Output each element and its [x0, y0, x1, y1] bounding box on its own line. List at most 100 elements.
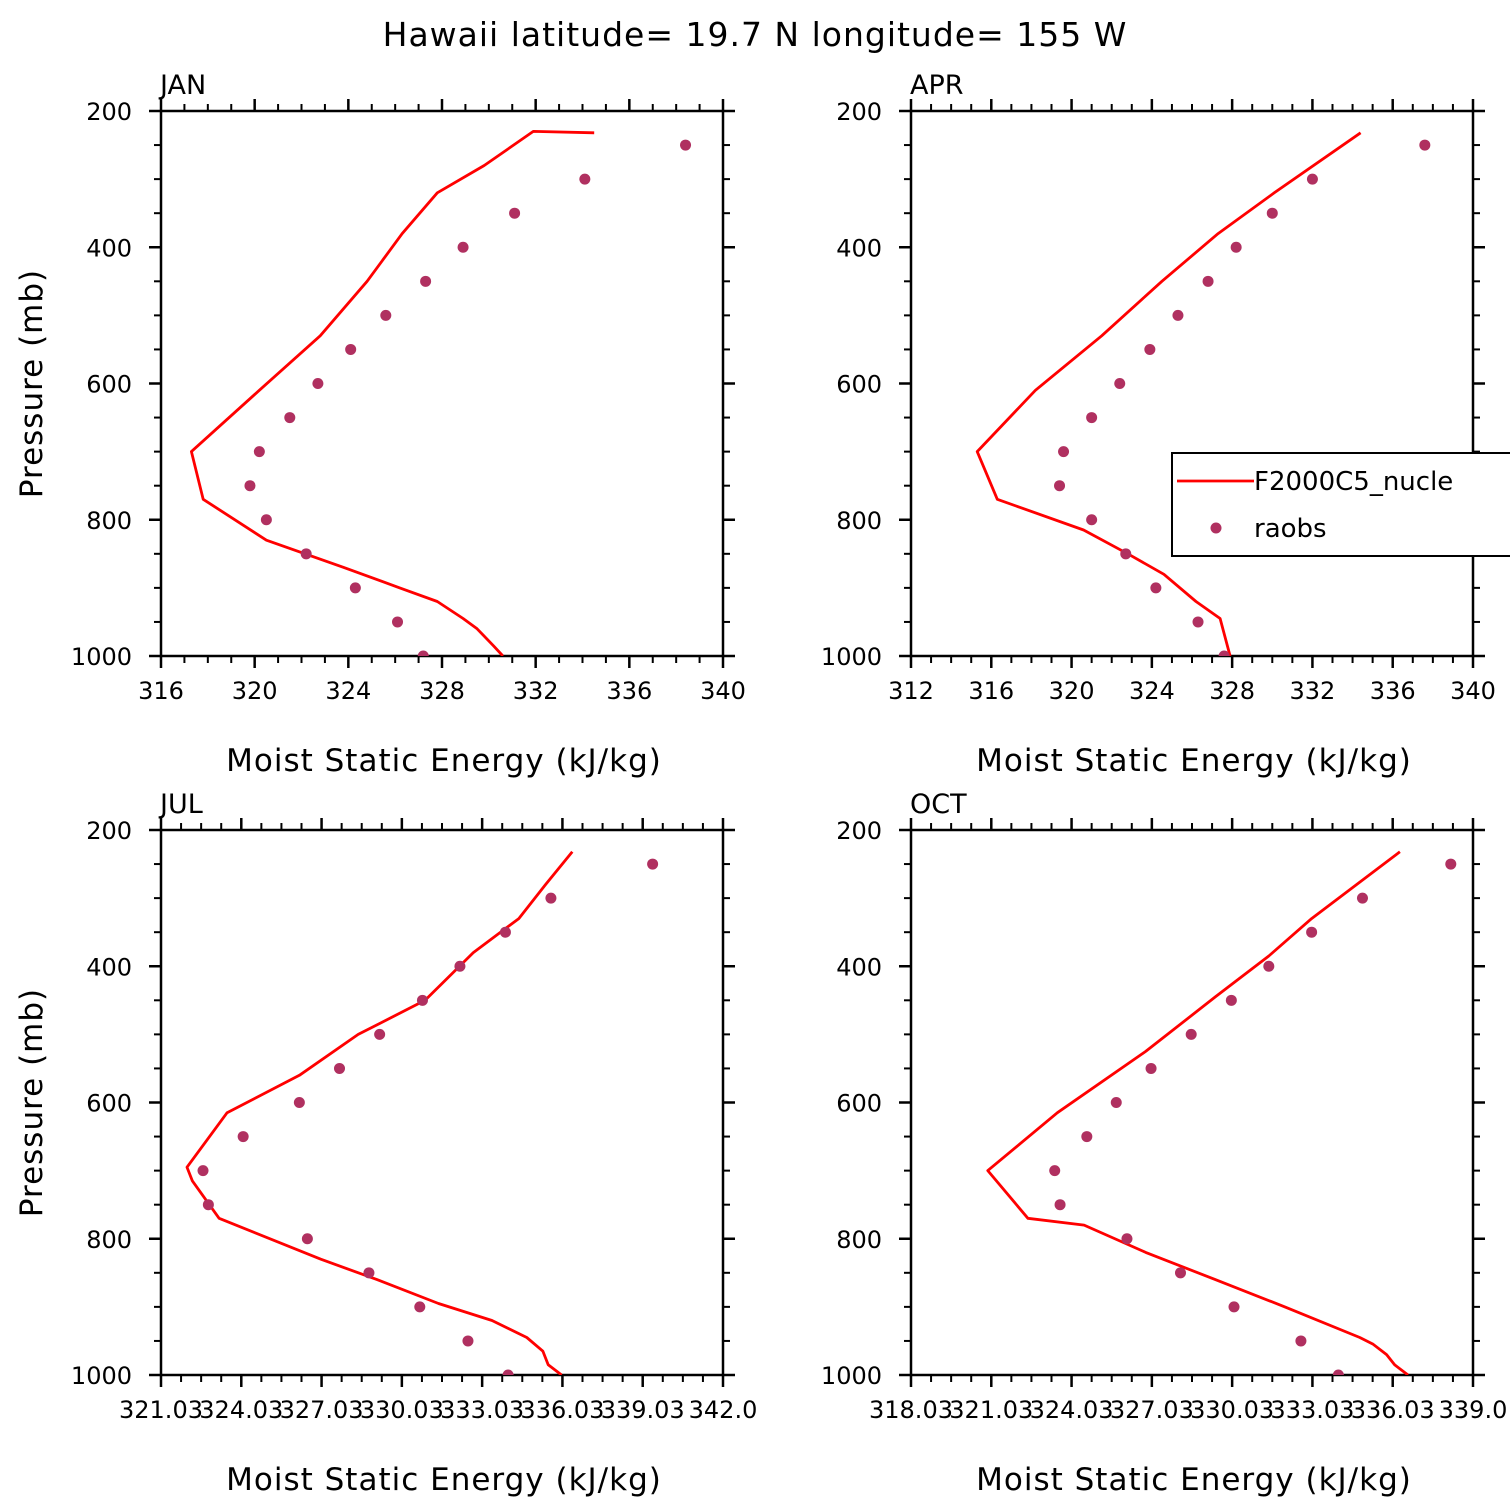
obs-point — [1332, 1369, 1344, 1375]
obs-point — [202, 1199, 214, 1211]
series-group — [975, 131, 1431, 656]
y-tick-label: 600 — [86, 1090, 132, 1118]
obs-point — [1445, 858, 1457, 870]
y-tick-label: 800 — [836, 507, 882, 535]
x-tick-label: 316 — [138, 677, 184, 705]
obs-point — [499, 926, 511, 938]
x-tick-label: 324.03 — [1030, 1396, 1114, 1424]
x-tick-label: 318.03 — [869, 1396, 953, 1424]
x-axis-label: Moist Static Energy (kJ/kg) — [976, 1462, 1412, 1498]
x-tick-label: 332 — [1290, 677, 1336, 705]
y-axis-label: Pressure (mb) — [14, 988, 50, 1217]
x-tick-label: 336.03 — [520, 1396, 604, 1424]
model-line-jul — [185, 850, 574, 1375]
legend-box — [1171, 452, 1510, 557]
obs-point — [1419, 139, 1431, 151]
x-tick-label: 324 — [1129, 677, 1175, 705]
panel-title-apr: APR — [910, 70, 964, 101]
panel-jan: JAN 316 320 324 328 332 336 340 200 400 600 800 1000… — [14, 70, 746, 779]
y-tick-label: 1000 — [821, 643, 882, 671]
obs-point — [502, 1369, 514, 1375]
obs-point — [1306, 173, 1318, 185]
y-tick-label: 1000 — [71, 1362, 132, 1390]
obs-point — [417, 650, 429, 656]
obs-point — [197, 1165, 209, 1177]
obs-point — [260, 514, 272, 526]
obs-point — [284, 412, 296, 424]
x-tick-label: 316 — [968, 677, 1014, 705]
obs-point — [1114, 378, 1126, 389]
series-group — [986, 850, 1457, 1375]
obs-point — [1049, 1165, 1061, 1177]
obs-point — [1263, 960, 1275, 972]
x-tick-label: 336 — [1370, 677, 1416, 705]
y-tick-label: 800 — [836, 1226, 882, 1254]
legend-label-obs: raobs — [1254, 514, 1327, 544]
obs-point — [1174, 1267, 1186, 1279]
panel-apr: APR 312 316 320 324 328 332 336 340 200 400 600 800 1… — [821, 70, 1510, 779]
obs-point — [1121, 1233, 1133, 1245]
obs-point — [579, 173, 591, 185]
obs-point — [1228, 1301, 1240, 1313]
x-tick-label: 340 — [1450, 677, 1496, 705]
model-line-oct — [986, 850, 1409, 1375]
legend-marker-swatch — [1210, 522, 1222, 534]
x-tick-label: 312 — [888, 677, 934, 705]
obs-point — [1081, 1131, 1093, 1143]
x-tick-label: 328 — [1209, 677, 1255, 705]
y-tick-label: 1000 — [821, 1362, 882, 1390]
obs-point — [1185, 1028, 1197, 1040]
series-group — [185, 850, 659, 1375]
obs-point — [1110, 1097, 1122, 1108]
x-tick-label: 324 — [325, 677, 371, 705]
x-tick-label: 332 — [513, 677, 559, 705]
panel-title-oct: OCT — [910, 789, 967, 820]
x-tick-label: 340 — [700, 677, 746, 705]
obs-point — [680, 139, 692, 151]
obs-point — [462, 1335, 474, 1347]
obs-point — [1054, 1199, 1066, 1211]
x-tick-label: 320 — [232, 677, 278, 705]
y-tick-label: 200 — [86, 98, 132, 126]
x-tick-label: 330.03 — [360, 1396, 444, 1424]
y-tick-label: 800 — [86, 1226, 132, 1254]
panel-oct: OCT318.03321.03324.03327.03330.03333.033… — [821, 789, 1507, 1498]
y-tick-label: 600 — [86, 371, 132, 399]
y-tick-label: 200 — [836, 98, 882, 126]
obs-point — [457, 241, 469, 253]
obs-point — [244, 480, 256, 492]
obs-point — [545, 892, 557, 904]
obs-point — [392, 616, 404, 628]
figure-title: Hawaii latitude= 19.7 N longitude= 155 W — [383, 15, 1128, 54]
obs-point — [374, 1028, 386, 1040]
obs-point — [416, 994, 428, 1006]
y-tick-label: 800 — [86, 507, 132, 535]
model-line-jan — [189, 129, 595, 656]
x-axis-label: Moist Static Energy (kJ/kg) — [226, 1462, 662, 1498]
obs-point — [1306, 926, 1318, 938]
obs-point — [293, 1097, 305, 1108]
y-tick-label: 400 — [86, 234, 132, 262]
x-tick-label: 321.03 — [119, 1396, 203, 1424]
x-tick-label: 324.03 — [199, 1396, 283, 1424]
obs-point — [647, 858, 659, 870]
y-tick-label: 600 — [836, 1090, 882, 1118]
obs-point — [420, 275, 432, 287]
obs-point — [1054, 480, 1066, 492]
x-tick-label: 328 — [419, 677, 465, 705]
obs-point — [1266, 207, 1278, 219]
obs-point — [1172, 309, 1184, 321]
x-tick-label: 333.03 — [440, 1396, 524, 1424]
obs-point — [253, 446, 265, 458]
obs-point — [363, 1267, 375, 1279]
y-tick-label: 400 — [86, 953, 132, 981]
obs-point — [1086, 514, 1098, 526]
obs-point — [414, 1301, 426, 1313]
obs-point — [1150, 582, 1162, 594]
y-tick-label: 1000 — [71, 643, 132, 671]
x-tick-label: 339.03 — [601, 1396, 685, 1424]
obs-point — [1230, 241, 1242, 253]
obs-point — [1192, 616, 1204, 628]
x-tick-label: 336 — [606, 677, 652, 705]
